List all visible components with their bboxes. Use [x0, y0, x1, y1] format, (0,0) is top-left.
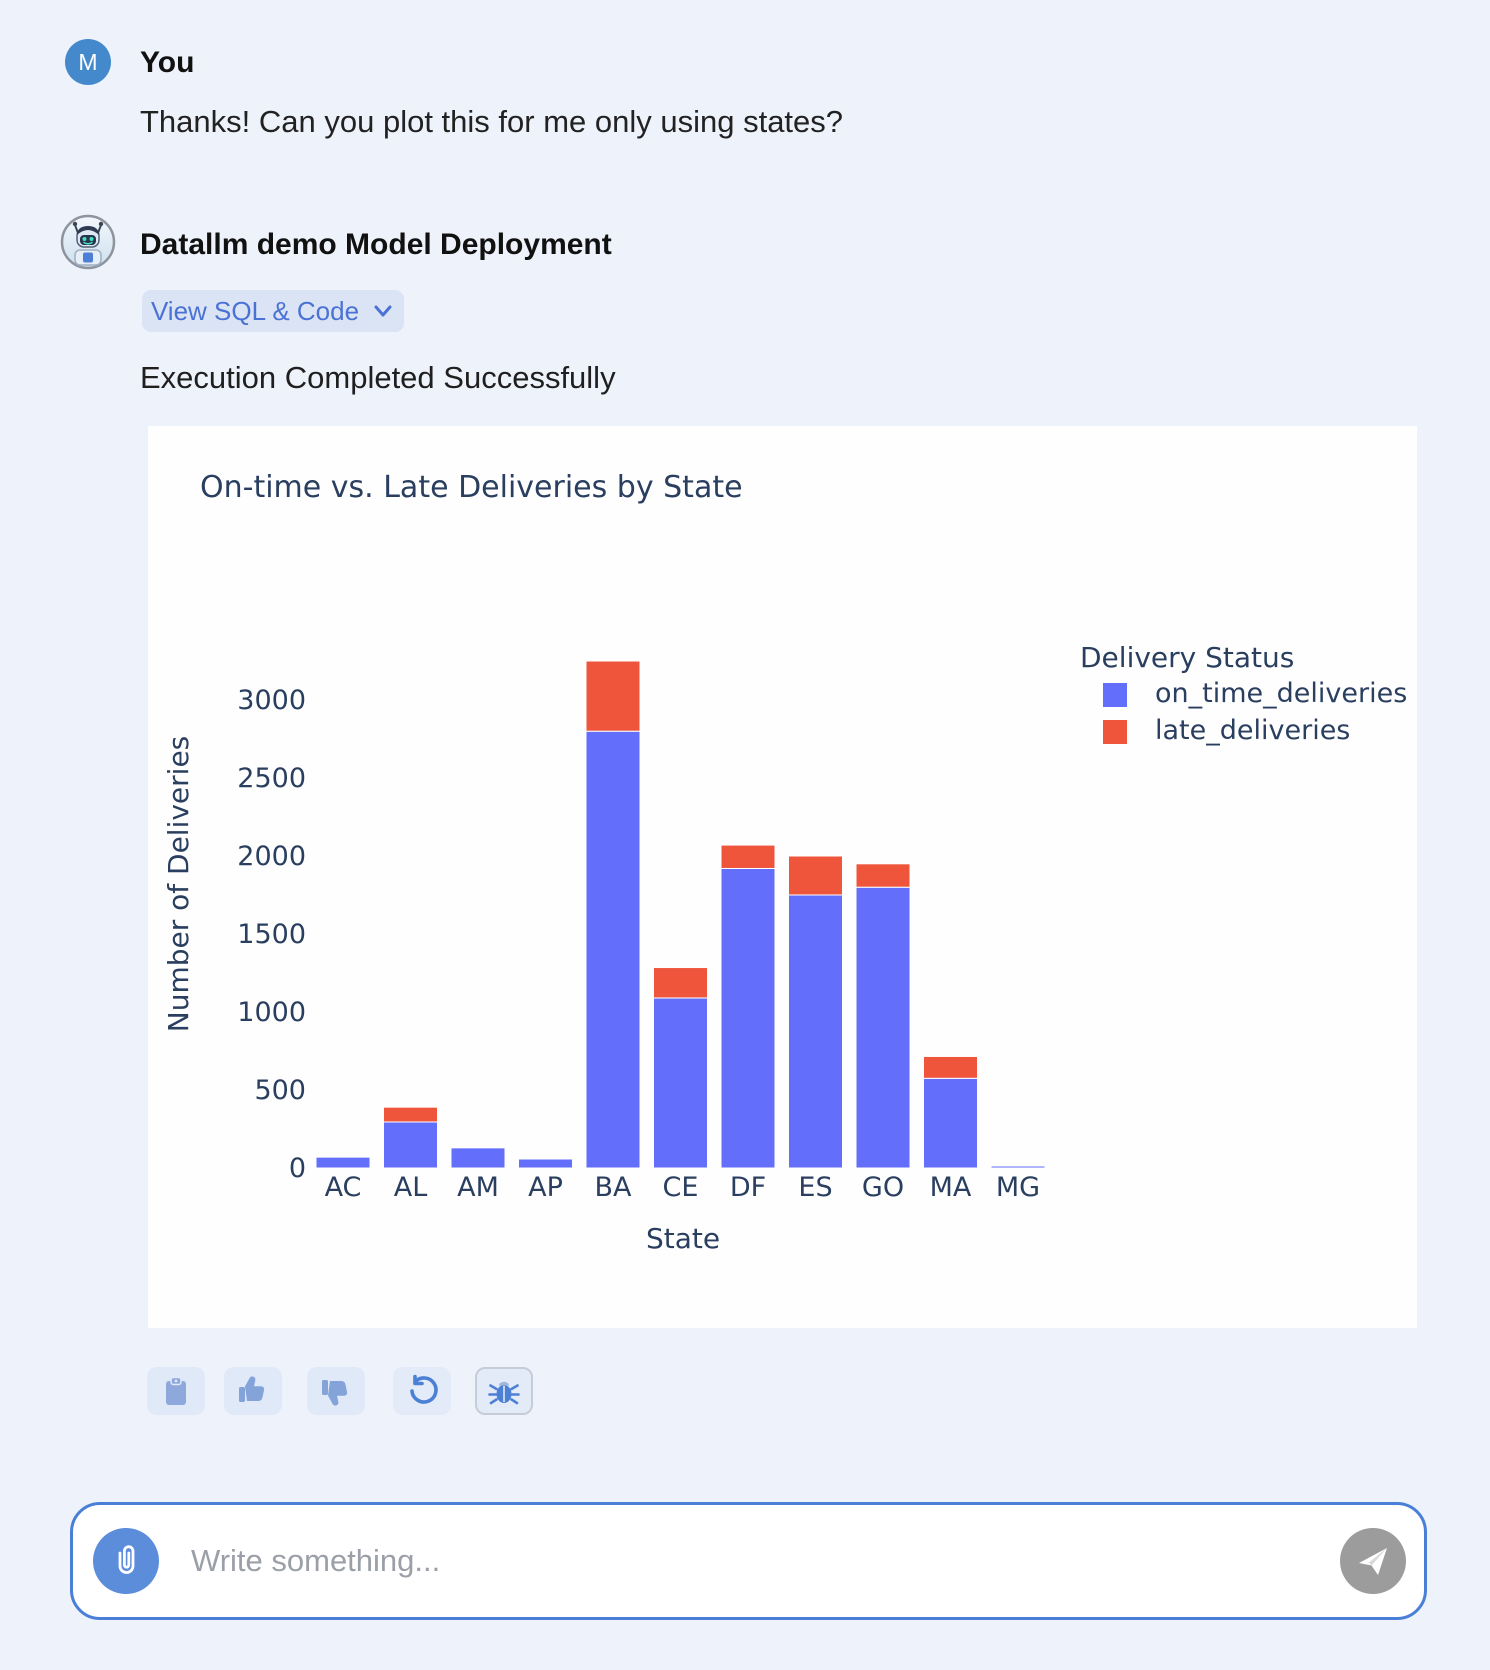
- delivery-chart: AC AL AM AP BA CE DF ES GO MA MG 0 500 1000 1500 2000 25…: [162, 470, 1407, 1255]
- bar-on-time-AL: [383, 1121, 438, 1169]
- bar-on-time-MA: [923, 1077, 978, 1169]
- paper-plane-icon: [1359, 1548, 1387, 1575]
- y-tick-label: 0: [289, 1153, 306, 1184]
- bar-on-time-DF: [720, 867, 776, 1169]
- bar-late-DF: [720, 844, 776, 869]
- bar-on-time-GO: [855, 886, 911, 1169]
- bot-avatar: [60, 214, 116, 270]
- y-tick-label: 1000: [237, 997, 306, 1028]
- y-tick-label: 2500: [237, 763, 306, 794]
- chevron-down-icon: [374, 305, 392, 317]
- y-tick-label: 3000: [237, 685, 306, 716]
- thumbs-down-icon: [322, 1380, 348, 1406]
- view-sql-code-label: View SQL & Code: [150, 295, 360, 326]
- legend-swatch-on_time_deliveries: [1103, 683, 1127, 707]
- message-actions: [147, 1367, 533, 1415]
- legend-title: Delivery Status: [1080, 641, 1294, 674]
- bar-on-time-AC: [315, 1156, 371, 1169]
- bar-late-AL: [383, 1106, 438, 1123]
- bar-late-ES: [788, 855, 843, 896]
- bot-sender-name: Datallm demo Model Deployment: [140, 228, 612, 261]
- view-sql-code-button[interactable]: View SQL & Code: [142, 290, 404, 332]
- bar-late-AP: [518, 1157, 573, 1160]
- execution-status-text: Execution Completed Successfully: [140, 360, 616, 395]
- retry-button[interactable]: [393, 1367, 451, 1415]
- x-tick-label: CE: [663, 1172, 699, 1203]
- y-tick-label: 1500: [237, 919, 306, 950]
- x-tick-label: MA: [930, 1172, 972, 1203]
- chart-title: On-time vs. Late Deliveries by State: [200, 470, 743, 505]
- legend-swatch-late_deliveries: [1103, 720, 1127, 744]
- paperclip-icon: [118, 1545, 135, 1574]
- send-button[interactable]: [1340, 1528, 1406, 1594]
- bar-on-time-ES: [788, 894, 843, 1169]
- report-bug-button[interactable]: [475, 1367, 533, 1415]
- message-input[interactable]: [189, 1542, 1340, 1580]
- bug-icon: [488, 1381, 520, 1405]
- bar-on-time-AP: [518, 1158, 573, 1169]
- y-tick-label: 2000: [237, 841, 306, 872]
- bar-on-time-AM: [450, 1147, 506, 1169]
- bar-on-time-CE: [653, 997, 708, 1169]
- y-tick-label: 500: [254, 1075, 306, 1106]
- retry-icon: [410, 1374, 438, 1404]
- x-tick-label: AC: [325, 1172, 362, 1203]
- x-tick-label: AM: [457, 1172, 499, 1203]
- bar-late-AC: [315, 1155, 371, 1158]
- x-tick-label: GO: [862, 1172, 904, 1203]
- legend-label: on_time_deliveries: [1155, 678, 1407, 709]
- bar-late-AM: [450, 1146, 506, 1149]
- bar-late-CE: [653, 967, 708, 999]
- x-tick-label: MG: [996, 1172, 1040, 1203]
- y-axis-title: Number of Deliveries: [162, 736, 195, 1033]
- copy-button[interactable]: [147, 1367, 205, 1415]
- x-tick-label: ES: [798, 1172, 832, 1203]
- chart-card: AC AL AM AP BA CE DF ES GO MA MG 0 500 1000 1500 2000 25…: [148, 426, 1417, 1328]
- bar-on-time-MG: [990, 1165, 1046, 1169]
- user-avatar: M: [65, 39, 111, 85]
- attach-file-button[interactable]: [93, 1528, 159, 1594]
- bar-on-time-BA: [585, 730, 641, 1169]
- thumbs-up-icon: [239, 1376, 265, 1402]
- user-message-text: Thanks! Can you plot this for me only us…: [140, 104, 844, 139]
- x-tick-label: DF: [730, 1172, 766, 1203]
- bar-late-BA: [585, 660, 641, 732]
- x-axis-title: State: [646, 1222, 720, 1255]
- thumbs-down-button[interactable]: [307, 1367, 365, 1415]
- clipboard-icon: [166, 1376, 186, 1405]
- x-tick-label: AP: [528, 1172, 563, 1203]
- robot-icon: [60, 214, 116, 270]
- x-tick-label: AL: [394, 1172, 428, 1203]
- user-sender-name: You: [140, 46, 195, 79]
- user-avatar-initial: M: [78, 48, 98, 75]
- bar-late-GO: [855, 863, 911, 888]
- legend-label: late_deliveries: [1155, 715, 1350, 746]
- thumbs-up-button[interactable]: [224, 1367, 282, 1415]
- bar-late-MA: [923, 1055, 978, 1079]
- x-tick-label: BA: [595, 1172, 633, 1203]
- message-composer: [70, 1502, 1427, 1620]
